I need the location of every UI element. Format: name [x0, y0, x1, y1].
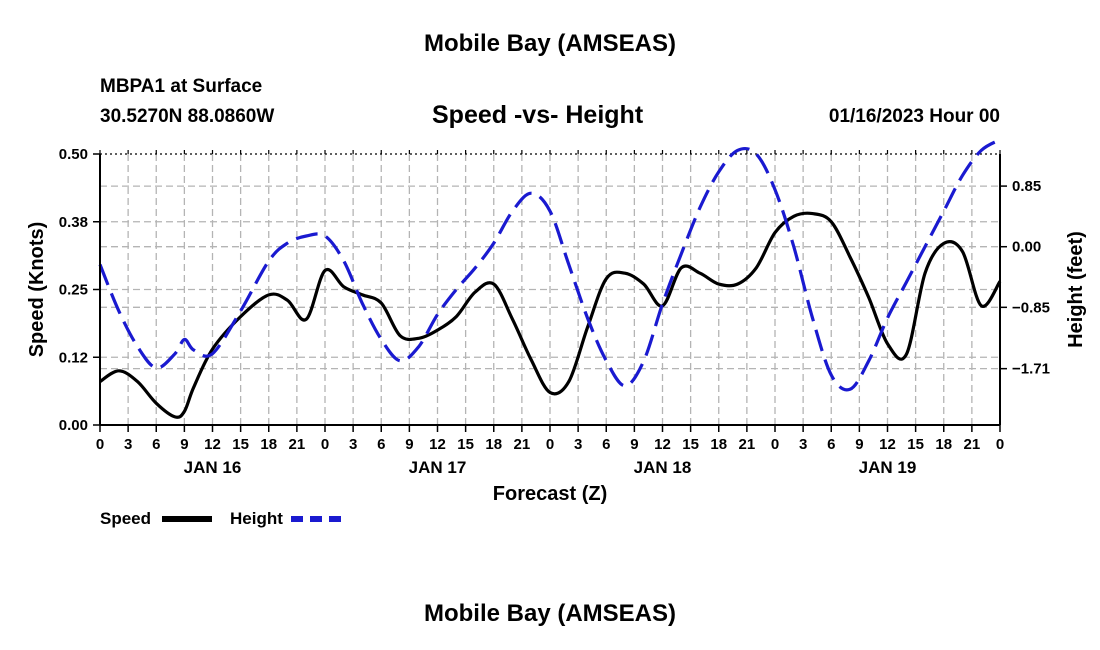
height-series-line [98, 138, 1001, 392]
x-tick-label: 15 [457, 436, 474, 453]
x-tick-label: 3 [799, 436, 807, 453]
x-tick-label: 9 [180, 436, 188, 453]
x-tick-label: 12 [879, 436, 896, 453]
x-tick-label: 6 [152, 436, 160, 453]
x-tick-label: 21 [514, 436, 531, 453]
page-title: Mobile Bay (AMSEAS) [423, 30, 677, 57]
date-label: JAN 19 [859, 458, 917, 477]
left-tick-label: 0.38 [59, 214, 88, 231]
left-tick-label: 0.12 [59, 349, 88, 366]
x-tick-label: 18 [710, 436, 727, 453]
x-tick-label: 12 [654, 436, 671, 453]
footer-title: Mobile Bay (AMSEAS) [423, 600, 677, 627]
x-tick-label: 9 [405, 436, 413, 453]
x-tick-label: 12 [204, 436, 221, 453]
x-tick-label: 0 [771, 436, 779, 453]
x-tick-label: 0 [996, 436, 1004, 453]
left-tick-label: 0.25 [59, 282, 88, 299]
x-tick-label: 21 [964, 436, 981, 453]
x-tick-label: 21 [739, 436, 756, 453]
x-tick-label: 6 [827, 436, 835, 453]
x-tick-label: 0 [96, 436, 104, 453]
x-tick-label: 0 [321, 436, 329, 453]
x-tick-label: 18 [260, 436, 277, 453]
right-axis-label: Height (feet) [1065, 231, 1087, 348]
coordinates-label: 30.5270N 88.0860W [100, 106, 275, 127]
x-tick-label: 9 [855, 436, 863, 453]
date-label: JAN 18 [634, 458, 692, 477]
x-axis-label: Forecast (Z) [493, 483, 607, 505]
legend-speed-swatch [162, 516, 212, 522]
x-tick-label: 9 [630, 436, 638, 453]
station-label: MBPA1 at Surface [100, 76, 263, 97]
left-tick-label: 0.50 [59, 146, 88, 163]
left-axis-label: Speed (Knots) [26, 222, 48, 358]
right-tick-label: −0.85 [1012, 299, 1050, 316]
left-tick-label: 0.00 [59, 417, 88, 434]
x-tick-label: 15 [907, 436, 924, 453]
x-tick-label: 6 [602, 436, 610, 453]
x-tick-label: 15 [682, 436, 699, 453]
x-tick-label: 3 [574, 436, 582, 453]
right-tick-label: −1.71 [1012, 361, 1050, 378]
legend-height-swatch [291, 516, 341, 522]
x-tick-label: 18 [485, 436, 502, 453]
legend-height-label: Height [230, 509, 283, 528]
x-tick-label: 6 [377, 436, 385, 453]
date-label: JAN 16 [184, 458, 242, 477]
x-tick-label: 21 [289, 436, 306, 453]
legend-speed-label: Speed [100, 509, 152, 528]
date-label: JAN 17 [409, 458, 467, 477]
issued-time: 01/16/2023 Hour 00 [828, 106, 1000, 127]
right-tick-label: 0.85 [1012, 178, 1041, 195]
right-tick-label: 0.00 [1012, 239, 1041, 256]
speed-series-line [99, 211, 1002, 419]
x-tick-label: 18 [935, 436, 952, 453]
x-tick-label: 3 [124, 436, 132, 453]
chart-title: Speed -vs- Height [432, 101, 644, 129]
x-tick-label: 0 [546, 436, 554, 453]
x-tick-label: 12 [429, 436, 446, 453]
x-tick-label: 3 [349, 436, 357, 453]
x-tick-label: 15 [232, 436, 249, 453]
